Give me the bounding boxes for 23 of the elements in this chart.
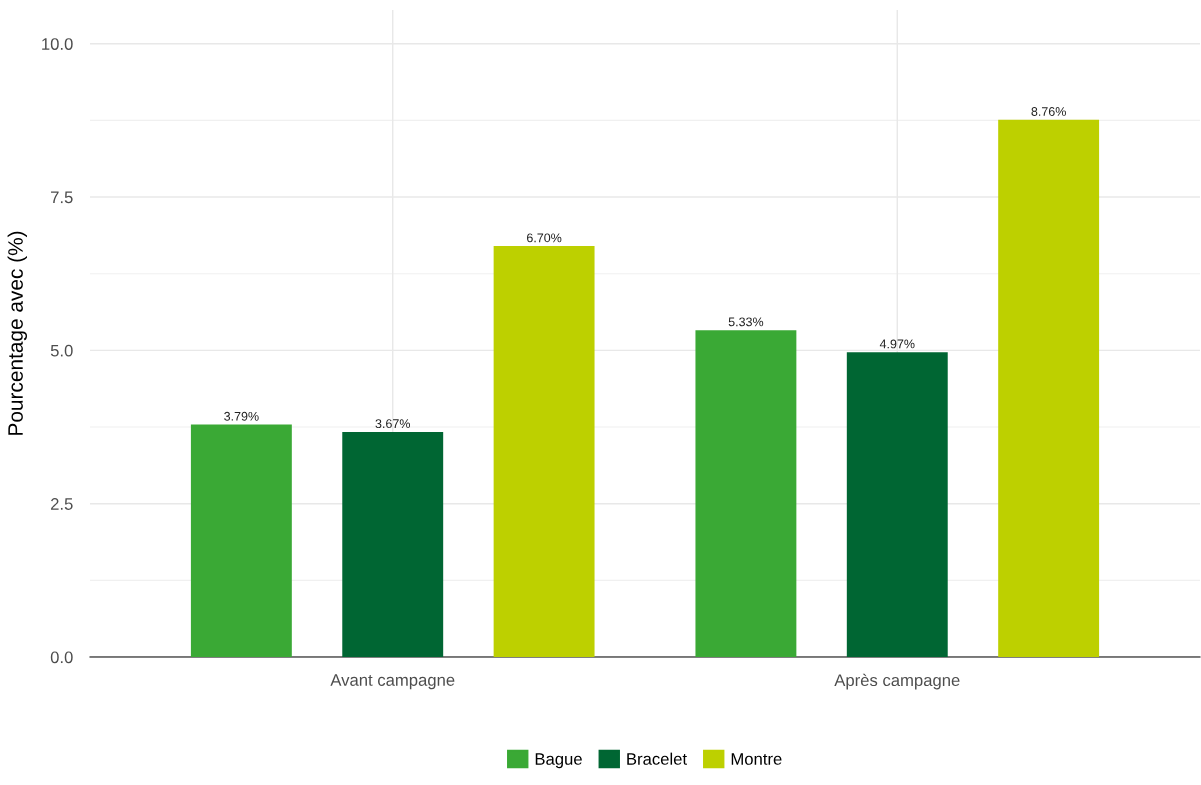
data-label: 5.33%: [728, 317, 764, 327]
legend-label: Bague: [535, 753, 582, 769]
y-tick-label: 10.0: [42, 38, 73, 50]
legend-label: Bracelet: [627, 752, 687, 765]
bar: [190, 424, 292, 657]
bar: [998, 119, 1100, 657]
bar: [493, 246, 595, 657]
y-tick-label: 7.5: [51, 191, 73, 204]
y-tick-label: 5.0: [50, 344, 73, 357]
data-label: 8.76%: [1031, 107, 1066, 116]
data-label: 3.67%: [375, 419, 411, 429]
bar: [695, 330, 797, 657]
bar: [846, 352, 948, 657]
y-axis-title: Pourcentage avec (%): [7, 231, 28, 435]
x-tick-label: Avant campagne: [330, 674, 455, 690]
data-label: 6.70%: [527, 233, 562, 243]
legend-label: Montre: [731, 753, 782, 765]
y-tick-label: 2.5: [51, 498, 73, 510]
data-label: 4.97%: [879, 339, 915, 349]
y-tick-label: 0.0: [50, 651, 73, 664]
data-label: 3.79%: [224, 411, 259, 421]
x-tick-label: Après campagne: [834, 673, 960, 690]
bar: [342, 431, 444, 657]
